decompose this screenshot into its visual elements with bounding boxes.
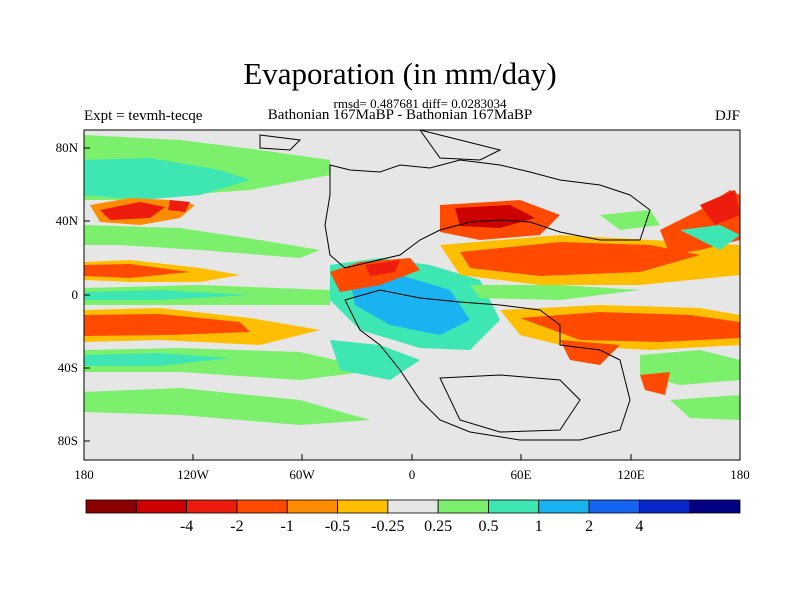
field-patch <box>670 395 740 420</box>
field-patch <box>84 314 250 336</box>
colorbar-swatch <box>236 499 288 514</box>
field-patch <box>168 200 190 212</box>
colorbar <box>85 499 741 514</box>
field-patch <box>640 372 670 395</box>
field-patch <box>520 312 740 342</box>
colorbar-swatch <box>337 499 389 514</box>
y-tick-label: 80N <box>55 140 78 155</box>
colorbar-swatch <box>538 499 590 514</box>
y-tick-label: 40N <box>55 213 78 228</box>
colorbar-swatch <box>85 499 137 514</box>
colorbar-label: 1 <box>534 518 543 535</box>
colorbar-swatch <box>387 499 439 514</box>
y-tick-label: 0 <box>71 287 79 302</box>
colorbar-swatch <box>286 499 338 514</box>
plot-subtitle: Bathonian 167MaBP - Bathonian 167MaBP <box>267 107 533 123</box>
experiment-label: Expt = tevmh-tecqe <box>84 108 203 124</box>
coastlines <box>259 130 651 441</box>
field-patch <box>84 158 250 200</box>
field-patch <box>470 285 640 300</box>
x-tick-label: 180 <box>74 467 94 482</box>
x-tick-label: 60E <box>510 467 532 482</box>
stats-text: rmsd= 0.487681 diff= 0.0283034 <box>333 96 507 111</box>
field-patch <box>460 242 700 276</box>
field-patch <box>84 264 190 278</box>
x-tick-label: 60W <box>289 467 315 482</box>
colorbar-swatch <box>437 499 489 514</box>
field-patch <box>455 205 535 228</box>
colorbar-swatch <box>689 499 741 514</box>
colorbar-label: 0.5 <box>478 518 499 535</box>
colorbar-swatch <box>186 499 238 514</box>
field-patch <box>560 340 620 365</box>
colorbar-label: -4 <box>179 518 194 535</box>
colorbar-label: 2 <box>585 518 594 535</box>
field-patch <box>84 388 370 425</box>
x-tick-label: 0 <box>408 467 416 482</box>
field-patch <box>84 225 320 258</box>
colorbar-label: 0.25 <box>424 518 453 535</box>
colorbar-label: -2 <box>230 518 244 535</box>
y-tick-label: 80S <box>57 433 78 448</box>
colorbar-label: -1 <box>280 518 294 535</box>
field-patch <box>330 340 420 380</box>
colorbar-swatch <box>488 499 540 514</box>
plot-title: Evaporation (in mm/day) <box>243 56 557 91</box>
field-patch <box>100 202 165 220</box>
map-field <box>84 130 740 460</box>
x-tick-label: 120W <box>177 467 209 482</box>
colorbar-label: -0.25 <box>371 518 405 535</box>
y-tick-label: 40S <box>57 360 78 375</box>
colorbar-label: -0.5 <box>324 518 351 535</box>
field-patch <box>680 225 740 250</box>
field-patch <box>84 353 230 366</box>
axis-ticks <box>83 147 741 460</box>
colorbar-swatch <box>135 499 188 514</box>
x-tick-label: 120E <box>617 467 645 482</box>
colorbar-swatch <box>588 499 640 514</box>
season-label: DJF <box>714 108 740 124</box>
field-patch <box>84 290 250 300</box>
colorbar-label: 4 <box>635 518 644 535</box>
x-tick-label: 180 <box>730 467 750 482</box>
field-patch <box>365 260 400 276</box>
field-patch <box>700 190 740 225</box>
colorbar-swatch <box>638 499 691 514</box>
